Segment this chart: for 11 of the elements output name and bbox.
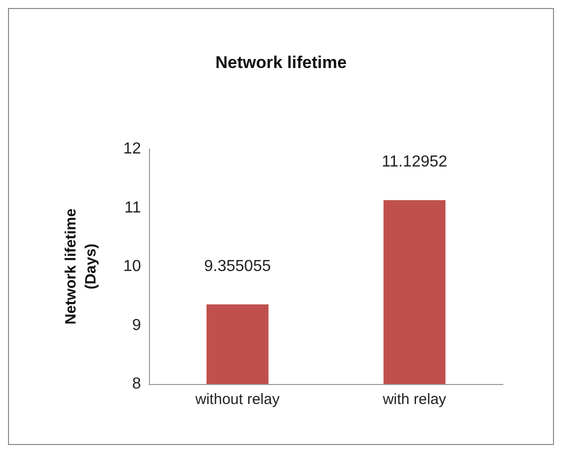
y-tick-label: 12: [123, 140, 142, 158]
chart-title: Network lifetime: [215, 53, 347, 72]
data-label: 9.355055: [204, 258, 271, 275]
y-tick-label: 10: [123, 258, 142, 275]
y-tick-label: 11: [124, 199, 142, 216]
y-axis-title: Network lifetime (Days): [62, 208, 100, 324]
data-label: 11.12952: [382, 154, 448, 171]
y-tick-label: 9: [132, 316, 142, 334]
y-tick-label: 8: [132, 376, 142, 392]
x-tick-label: with relay: [382, 391, 447, 408]
x-tick-label: without relay: [194, 391, 280, 408]
